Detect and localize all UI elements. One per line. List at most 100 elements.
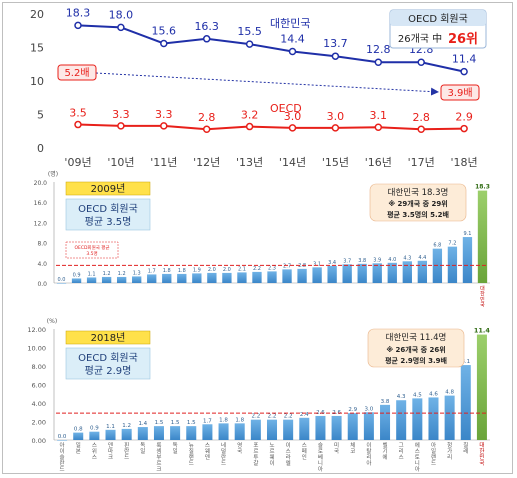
bar-value-label: 1.5 <box>155 420 164 426</box>
bar-chart-2018: 0.00 2.00 4.00 6.00 8.00 10.00 12.00(%) 0.0아 이 슬 란… <box>27 318 490 473</box>
data-label: 3.2 <box>241 109 259 122</box>
bar <box>428 397 439 440</box>
bar <box>101 276 112 283</box>
bar <box>222 272 232 283</box>
data-label: 11.4 <box>452 53 477 66</box>
bar-value-label: 2.0 <box>223 267 231 273</box>
y-tick-label: 20 <box>30 8 44 21</box>
data-label: 18.0 <box>109 8 134 21</box>
bar-value-label: 2.2 <box>268 414 277 420</box>
y-tick-label: 15 <box>30 42 44 55</box>
x-tick-label: '09년 <box>64 156 91 169</box>
bar-value-label: 3.1 <box>313 261 321 267</box>
y-tick-label: 8.00 <box>32 363 46 371</box>
bar <box>250 419 261 440</box>
data-label: 2.9 <box>455 111 473 124</box>
data-label: 15.5 <box>237 25 262 38</box>
bar-value-label: 1.2 <box>122 423 131 429</box>
right-info-box <box>369 183 467 222</box>
ratio-end-label: 3.9배 <box>447 87 472 99</box>
y-tick-label: 20.0 <box>34 180 48 187</box>
bar-value-label: 0.9 <box>90 426 99 432</box>
bar <box>412 398 423 440</box>
data-label: 3.0 <box>327 110 345 123</box>
y-tick-label: 10 <box>30 75 44 88</box>
bar-value-label: 6.8 <box>433 243 441 249</box>
bar <box>372 263 382 283</box>
bar <box>116 276 127 283</box>
y-tick-label: 0 <box>37 142 44 155</box>
data-label: 2.8 <box>198 111 216 124</box>
data-label: 3.5 <box>69 107 87 120</box>
left-info-box <box>65 347 151 380</box>
bar <box>357 263 367 283</box>
data-point <box>374 123 383 131</box>
data-point <box>288 47 297 56</box>
bar-value-label: 1.3 <box>133 270 141 276</box>
right-info-line1: 대한민국 11.4명 <box>386 332 447 343</box>
bar-value-label: 2.4 <box>300 412 309 418</box>
figure-frame <box>2 2 513 474</box>
bar <box>186 426 197 440</box>
bar <box>387 262 397 283</box>
bar <box>417 260 428 283</box>
bar <box>380 404 391 440</box>
bar <box>147 274 157 283</box>
data-point <box>460 67 468 76</box>
data-point <box>160 122 168 130</box>
bar-value-label: 4.6 <box>429 391 438 397</box>
y-tick-label: 6.00 <box>32 382 46 390</box>
bar <box>192 273 202 283</box>
bar <box>57 440 68 441</box>
data-label: 13.7 <box>323 37 348 50</box>
series-line-korea <box>77 24 465 73</box>
bar <box>137 427 148 440</box>
y-tick-label: 4.00 <box>32 400 46 408</box>
bar-value-label: 1.8 <box>219 417 228 423</box>
bar <box>89 431 100 440</box>
bar <box>432 248 443 283</box>
rank-info-line2: 26개국 中 <box>398 32 442 45</box>
bar <box>327 265 337 283</box>
bar <box>331 415 342 440</box>
data-point <box>417 58 425 66</box>
bar-value-label: 7.2 <box>448 241 456 247</box>
average-label-box <box>65 241 119 259</box>
left-info-box <box>65 198 151 231</box>
y-tick-label: 12.0 <box>34 220 48 227</box>
bar-value-label: 1.5 <box>187 420 196 426</box>
bar <box>267 271 277 283</box>
bar-value-label: 2.2 <box>251 414 260 420</box>
trend-line-chart: 0 5 10 15 20 '09년 '10년 '11년 '12년 '13년 '14년 '15년 '16년… <box>30 6 487 169</box>
bar <box>252 271 262 283</box>
bar <box>363 412 374 440</box>
bar-value-label: 2.7 <box>283 263 291 269</box>
data-label: 3.3 <box>112 108 130 121</box>
bar-value-label: 1.1 <box>88 271 96 277</box>
data-point <box>417 125 425 133</box>
ratio-end-box <box>440 84 480 101</box>
data-point <box>74 120 82 129</box>
bar-value-label: 3.8 <box>381 399 390 405</box>
bar-value-label: 3.8 <box>358 258 366 264</box>
bar-value-label: 4.0 <box>388 257 396 263</box>
bar-value-label: 2.0 <box>208 267 216 273</box>
bar <box>105 429 116 440</box>
data-point <box>374 58 383 66</box>
bar <box>297 268 307 283</box>
data-label: 3.3 <box>155 108 173 121</box>
bar <box>177 273 187 283</box>
y-tick-label: 12.00 <box>27 326 46 334</box>
right-info-line2: ※ 26개국 중 26위 <box>386 345 445 354</box>
data-label: 15.6 <box>152 24 177 37</box>
